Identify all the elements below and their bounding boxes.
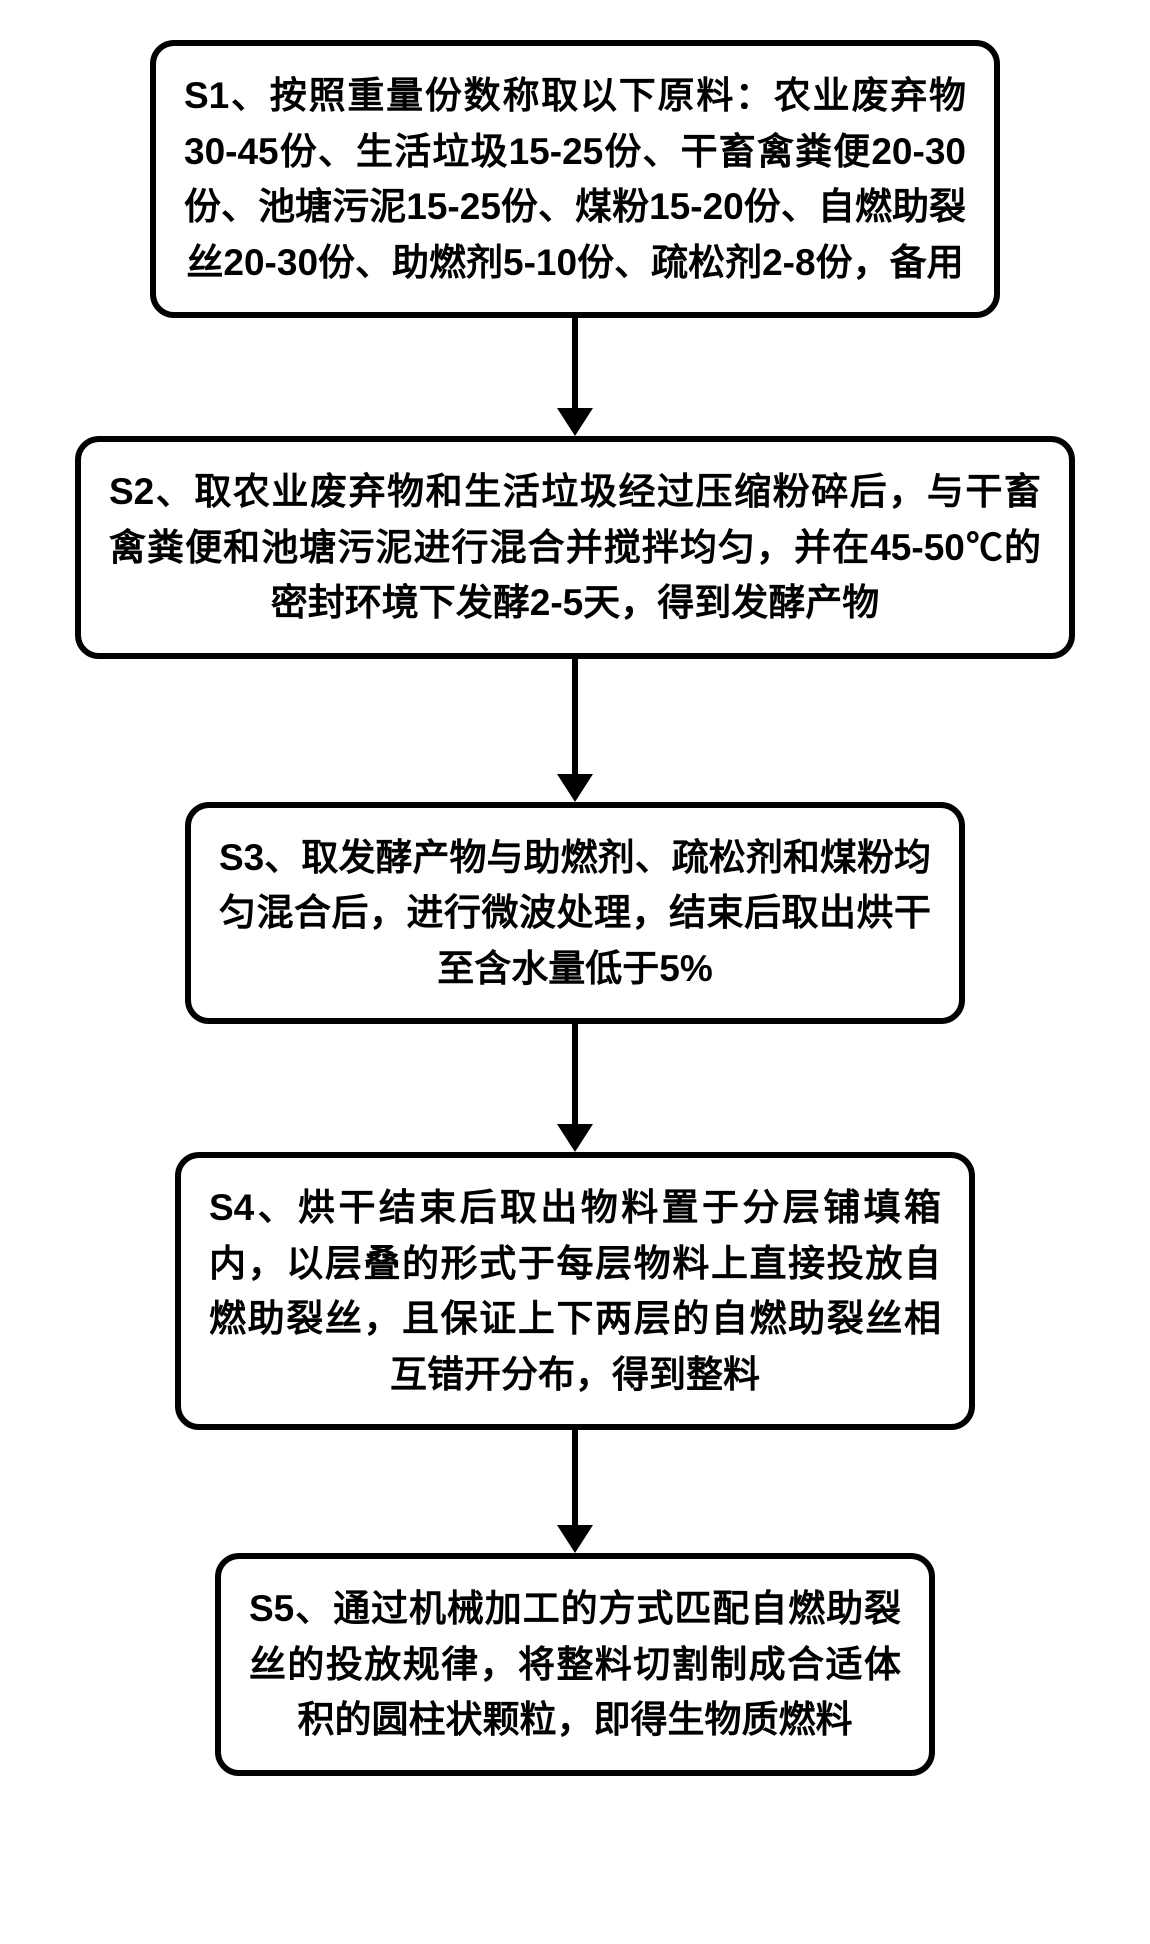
flowchart: S1、按照重量份数称取以下原料：农业废弃物30-45份、生活垃圾15-25份、干… <box>50 40 1100 1776</box>
flowchart-node-s3: S3、取发酵产物与助燃剂、疏松剂和煤粉均匀混合后，进行微波处理，结束后取出烘干至… <box>185 802 965 1025</box>
flowchart-node-s4: S4、烘干结束后取出物料置于分层铺填箱内，以层叠的形式于每层物料上直接投放自燃助… <box>175 1152 975 1430</box>
flowchart-arrow-1 <box>557 318 593 436</box>
flowchart-arrow-4 <box>557 1430 593 1553</box>
flowchart-arrow-3 <box>557 1024 593 1152</box>
flowchart-node-s1: S1、按照重量份数称取以下原料：农业废弃物30-45份、生活垃圾15-25份、干… <box>150 40 1000 318</box>
flowchart-node-s5: S5、通过机械加工的方式匹配自燃助裂丝的投放规律，将整料切割制成合适体积的圆柱状… <box>215 1553 935 1776</box>
flowchart-node-s2: S2、取农业废弃物和生活垃圾经过压缩粉碎后，与干畜禽粪便和池塘污泥进行混合并搅拌… <box>75 436 1075 659</box>
flowchart-arrow-2 <box>557 659 593 802</box>
